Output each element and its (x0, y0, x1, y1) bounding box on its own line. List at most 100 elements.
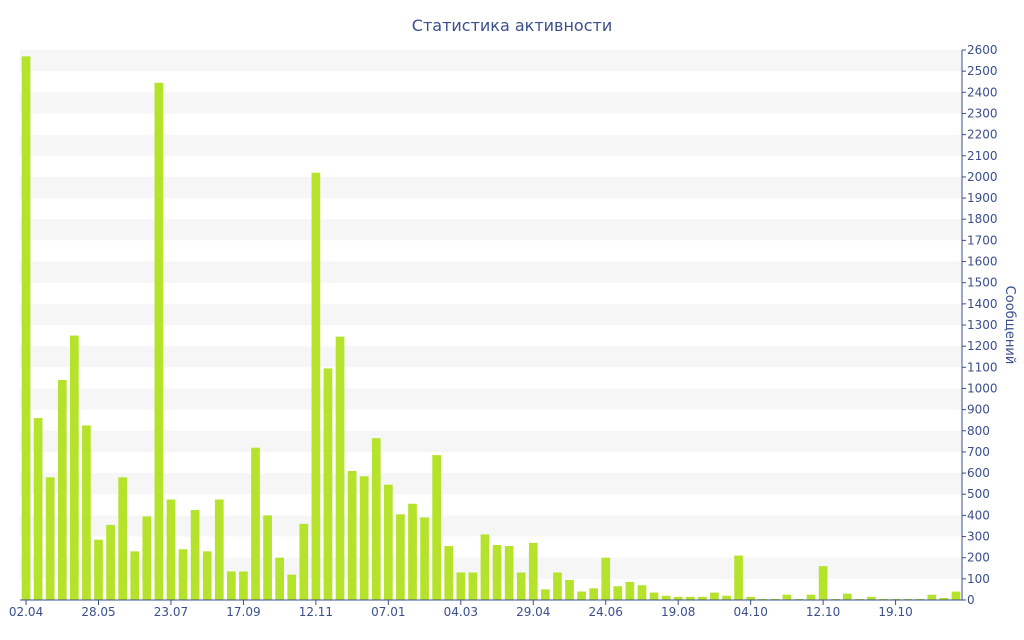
y-tick-label: 2300 (967, 106, 998, 120)
bar[interactable] (214, 499, 224, 600)
bar[interactable] (57, 380, 67, 600)
bar[interactable] (516, 572, 526, 601)
bar[interactable] (794, 598, 804, 600)
bar[interactable] (371, 438, 381, 600)
bar[interactable] (480, 534, 490, 600)
chart-title: Статистика активности (412, 16, 612, 35)
bar[interactable] (577, 591, 586, 600)
x-tick-label: 02.04 (9, 605, 43, 619)
bar[interactable] (154, 82, 164, 601)
grid-band (20, 134, 962, 156)
bar[interactable] (915, 598, 925, 600)
bar[interactable] (806, 594, 816, 600)
bar[interactable] (951, 591, 961, 600)
bar[interactable] (685, 596, 695, 600)
bar[interactable] (444, 546, 454, 600)
bar[interactable] (190, 510, 200, 600)
bar[interactable] (275, 557, 285, 600)
bar[interactable] (673, 596, 683, 600)
bar[interactable] (263, 515, 272, 600)
grid-band (20, 219, 962, 241)
y-tick-label: 1500 (967, 276, 998, 290)
y-tick-label: 500 (967, 487, 990, 501)
bar[interactable] (601, 557, 611, 600)
bar[interactable] (383, 484, 393, 600)
bar[interactable] (553, 572, 562, 601)
bars-group (21, 56, 961, 601)
bar[interactable] (782, 594, 792, 600)
bar[interactable] (758, 598, 768, 600)
bar[interactable] (842, 593, 852, 600)
bar[interactable] (613, 586, 623, 600)
bar[interactable] (818, 566, 828, 600)
bar[interactable] (287, 574, 297, 600)
bar[interactable] (939, 597, 949, 600)
bar[interactable] (226, 571, 236, 600)
bar[interactable] (867, 596, 876, 600)
bar[interactable] (347, 470, 357, 600)
y-tick-label: 2500 (967, 64, 998, 78)
bar[interactable] (420, 517, 429, 601)
bar[interactable] (299, 523, 309, 600)
y-tick-label: 600 (967, 466, 990, 480)
grid-band (20, 176, 962, 199)
y-tick-label: 1200 (967, 339, 998, 353)
bar[interactable] (239, 571, 248, 600)
bar[interactable] (45, 477, 55, 600)
bar[interactable] (408, 503, 417, 600)
x-tick-label: 17.09 (226, 605, 260, 619)
bar[interactable] (746, 596, 756, 600)
bar[interactable] (323, 368, 333, 600)
bar[interactable] (649, 592, 659, 600)
x-tick-label: 12.11 (299, 605, 333, 619)
grid-band (20, 92, 962, 114)
bar[interactable] (468, 572, 478, 601)
bar[interactable] (432, 455, 442, 600)
bar[interactable] (637, 585, 647, 600)
x-tick-label: 19.08 (661, 605, 695, 619)
bar[interactable] (456, 572, 466, 601)
bar[interactable] (94, 539, 103, 600)
bar[interactable] (21, 56, 31, 601)
bar[interactable] (492, 545, 502, 600)
bar[interactable] (178, 549, 188, 600)
bar[interactable] (69, 335, 79, 600)
bar[interactable] (722, 595, 731, 600)
bar[interactable] (661, 595, 671, 600)
bar[interactable] (335, 336, 345, 600)
bar[interactable] (504, 546, 514, 600)
bar[interactable] (625, 582, 635, 600)
bar[interactable] (166, 499, 176, 600)
bar[interactable] (879, 598, 888, 600)
bar[interactable] (927, 594, 937, 600)
bar[interactable] (528, 542, 538, 600)
y-tick-label: 800 (967, 424, 990, 438)
bar[interactable] (118, 477, 128, 600)
bar[interactable] (311, 172, 321, 600)
bar[interactable] (130, 551, 140, 600)
bar[interactable] (396, 514, 405, 600)
bar[interactable] (830, 598, 840, 600)
bar[interactable] (540, 589, 550, 600)
bar[interactable] (710, 592, 719, 600)
y-tick-label: 1100 (967, 360, 998, 374)
x-tick-label: 28.05 (81, 605, 115, 619)
y-tick-label: 700 (967, 445, 990, 459)
bar[interactable] (891, 598, 900, 600)
bar[interactable] (106, 524, 115, 600)
bar[interactable] (142, 516, 152, 600)
bar[interactable] (854, 598, 864, 600)
bar[interactable] (82, 425, 91, 600)
bar[interactable] (903, 598, 913, 600)
bar[interactable] (697, 596, 707, 600)
bar[interactable] (734, 555, 743, 600)
bar[interactable] (202, 551, 212, 600)
bar[interactable] (589, 588, 599, 600)
bar[interactable] (359, 476, 369, 600)
bar[interactable] (33, 418, 43, 600)
bar[interactable] (770, 598, 780, 600)
y-tick-label: 400 (967, 508, 990, 522)
bar[interactable] (565, 579, 574, 600)
y-tick-label: 2100 (967, 149, 998, 163)
bar[interactable] (251, 447, 260, 600)
